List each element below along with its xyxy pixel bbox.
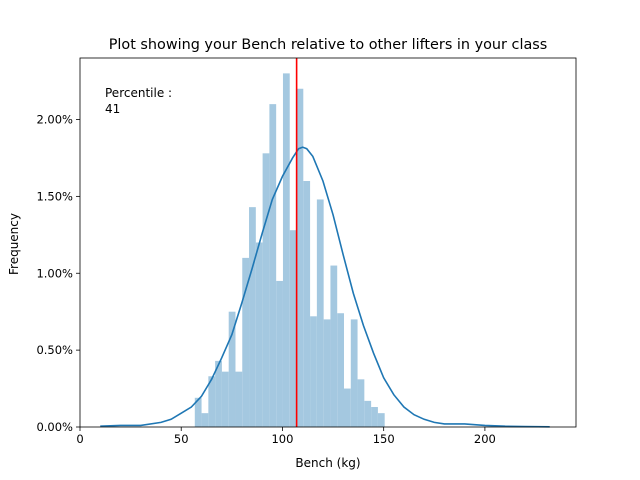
histogram-bar xyxy=(228,311,236,427)
y-axis-ticks: 0.00% 0.50% 1.00% 1.50% 2.00% xyxy=(36,113,80,434)
x-axis-label: Bench (kg) xyxy=(295,456,360,470)
y-tick-label: 0.50% xyxy=(36,343,73,357)
x-tick-label: 100 xyxy=(271,432,293,446)
histogram-bar xyxy=(221,371,229,427)
histogram-bar xyxy=(215,360,222,427)
histogram-bar xyxy=(337,313,344,427)
histogram-bar xyxy=(249,207,256,427)
histogram-bar xyxy=(364,400,372,427)
histogram-bar xyxy=(194,397,202,427)
x-tick-label: 200 xyxy=(474,432,496,446)
histogram-bar xyxy=(276,280,283,427)
x-axis-ticks: 0 50 100 150 200 xyxy=(76,427,496,446)
x-tick-label: 0 xyxy=(76,432,83,446)
histogram-bar xyxy=(282,73,290,428)
histogram-bar xyxy=(330,265,338,427)
histogram-bar xyxy=(323,319,331,428)
histogram-bar xyxy=(255,242,263,427)
histogram-bar xyxy=(201,413,209,427)
plot-area-frame xyxy=(79,57,577,428)
histogram-bar xyxy=(296,88,304,427)
x-tick-label: 50 xyxy=(174,432,189,446)
percentile-annotation-label: Percentile : xyxy=(105,86,172,100)
histogram-bar xyxy=(262,153,270,427)
histogram-bar xyxy=(377,413,385,427)
histogram-bar xyxy=(371,407,378,427)
histogram-bar xyxy=(343,388,351,427)
histogram-bar xyxy=(357,379,365,427)
chart-title: Plot showing your Bench relative to othe… xyxy=(109,37,548,53)
y-tick-label: 2.00% xyxy=(36,113,73,127)
histogram-bar xyxy=(208,376,216,427)
percentile-annotation-value: 41 xyxy=(105,102,120,116)
y-tick-label: 1.50% xyxy=(36,189,73,203)
histogram-bars xyxy=(194,73,385,428)
histogram-bar xyxy=(235,371,243,427)
histogram-bar xyxy=(242,257,250,428)
histogram-bar xyxy=(269,104,277,428)
x-tick-label: 150 xyxy=(373,432,395,446)
y-tick-label: 0.00% xyxy=(36,420,73,434)
kde-density-curve xyxy=(100,146,550,428)
histogram-bar xyxy=(310,316,317,427)
histogram-bar xyxy=(350,319,358,428)
histogram-bar xyxy=(303,181,311,427)
histogram-bar xyxy=(316,199,324,427)
histogram-bar xyxy=(289,230,297,427)
y-tick-label: 1.00% xyxy=(36,266,73,280)
y-axis-label: Frequency xyxy=(7,213,21,275)
